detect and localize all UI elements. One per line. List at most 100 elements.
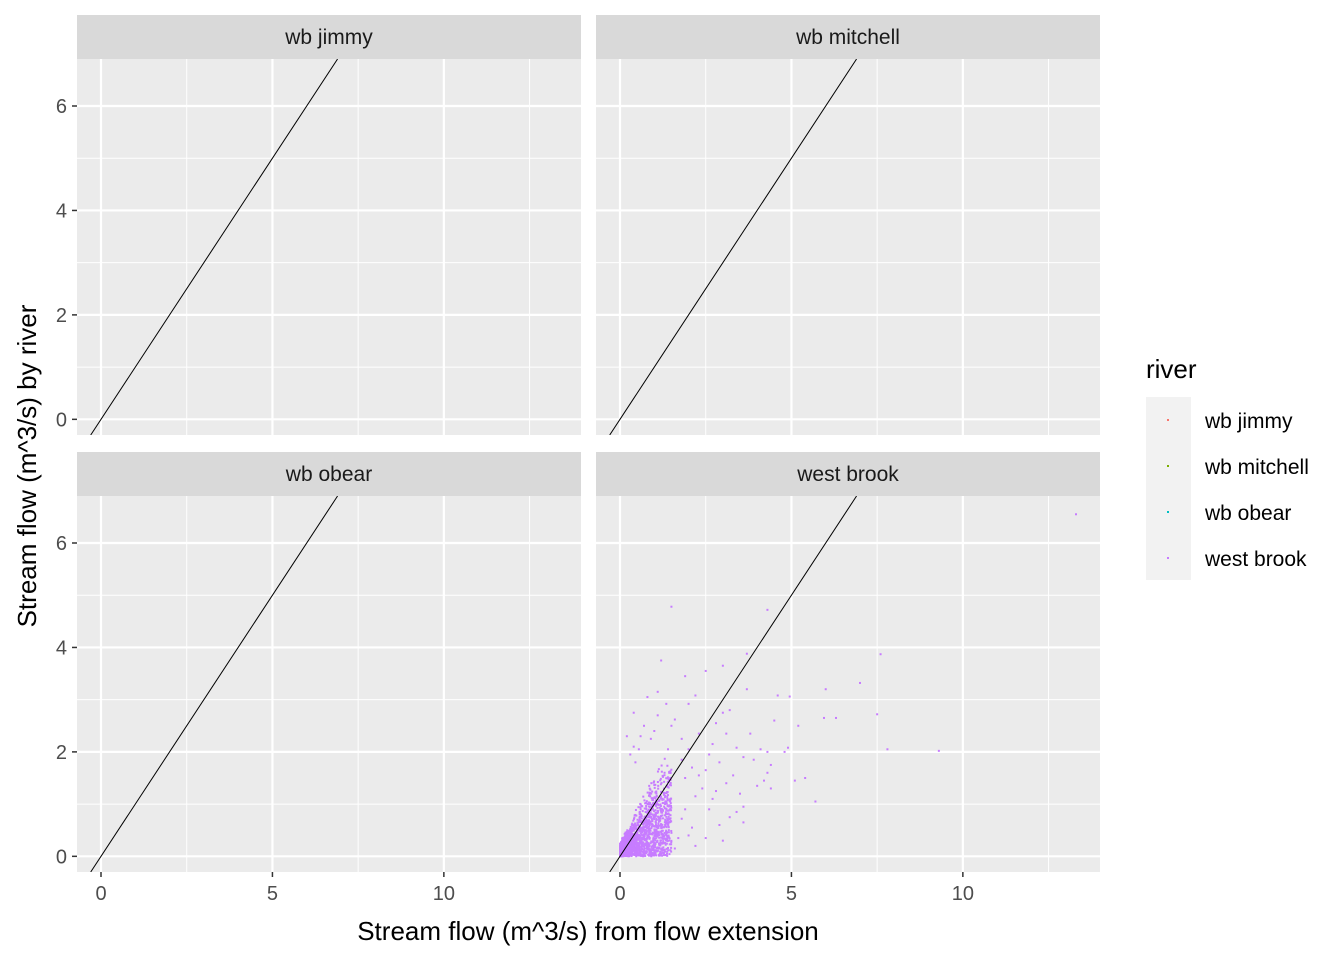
data-point: [659, 841, 662, 844]
data-point: [651, 813, 654, 816]
data-point: [797, 724, 800, 727]
facet-panel-wb-jimmy: wb jimmy 0 2 4 6: [56, 15, 581, 435]
data-point: [635, 835, 638, 838]
data-point: [646, 834, 649, 837]
data-point: [665, 802, 668, 805]
data-point: [640, 804, 643, 807]
data-point: [659, 777, 662, 780]
data-point: [637, 848, 640, 851]
data-point: [644, 821, 647, 824]
data-point: [658, 820, 661, 823]
data-point: [670, 829, 673, 832]
x-tick-label: 5: [786, 883, 797, 905]
data-point: [653, 838, 656, 841]
data-point: [646, 823, 649, 826]
data-point: [660, 790, 663, 793]
data-point: [823, 716, 825, 719]
data-point: [644, 854, 647, 857]
data-point: [694, 844, 697, 847]
data-point: [648, 803, 651, 806]
data-point: [627, 847, 630, 850]
data-point: [669, 797, 672, 800]
data-point: [643, 853, 646, 856]
data-point: [645, 832, 648, 835]
data-point: [642, 855, 645, 858]
data-point: [670, 809, 673, 812]
data-point: [657, 787, 660, 790]
data-point: [634, 813, 637, 816]
data-point: [654, 825, 657, 828]
data-point: [659, 851, 662, 854]
data-point: [640, 830, 643, 833]
data-point: [665, 847, 668, 850]
data-point: [661, 811, 664, 814]
data-point: [660, 825, 663, 828]
data-point: [660, 833, 663, 836]
data-point: [648, 823, 651, 826]
data-point: [653, 730, 656, 732]
data-point: [687, 834, 690, 837]
data-point: [648, 793, 651, 796]
legend-key-west-brook: [1167, 557, 1169, 559]
data-point: [622, 842, 625, 845]
data-point: [654, 853, 657, 856]
data-point: [787, 746, 789, 749]
data-point: [640, 841, 643, 844]
data-point: [668, 813, 671, 816]
data-point: [631, 844, 634, 847]
data-point: [694, 694, 697, 697]
data-point: [783, 750, 786, 753]
data-point: [662, 848, 665, 851]
data-point: [664, 843, 667, 846]
data-point: [625, 836, 628, 839]
data-point: [646, 815, 649, 818]
data-point: [636, 821, 639, 824]
data-point: [661, 817, 664, 820]
data-point: [670, 841, 673, 844]
data-point: [621, 849, 624, 852]
data-point: [666, 817, 669, 820]
data-point: [718, 824, 721, 826]
data-point: [633, 853, 636, 856]
data-point: [640, 826, 643, 829]
data-point: [638, 821, 641, 824]
data-point: [639, 802, 642, 805]
legend-label: wb mitchell: [1204, 456, 1309, 479]
data-point: [669, 777, 672, 780]
data-point: [638, 854, 641, 857]
data-point: [641, 828, 644, 831]
data-point: [650, 803, 653, 806]
facet-strip: [596, 452, 1100, 496]
reference-line: [90, 59, 338, 435]
data-point: [652, 825, 655, 828]
data-point: [635, 828, 638, 831]
data-point: [632, 833, 635, 836]
data-point: [650, 825, 653, 828]
panel-background: [596, 496, 1100, 872]
data-point: [623, 835, 626, 838]
data-point: [662, 802, 665, 805]
data-point: [656, 825, 659, 828]
data-point: [643, 807, 646, 810]
data-point: [648, 828, 651, 831]
data-point: [633, 852, 636, 855]
data-point: [670, 839, 673, 842]
data-point: [666, 819, 669, 822]
data-point: [655, 817, 658, 820]
data-point: [658, 824, 661, 827]
facet-panel-wb-obear: wb obear 0 2 4 6 0 5 10: [56, 452, 581, 905]
data-point: [640, 848, 643, 851]
data-point: [639, 837, 642, 840]
data-point: [640, 814, 643, 817]
facet-strip-label: west brook: [796, 463, 899, 486]
data-point: [652, 839, 655, 842]
data-point: [664, 822, 667, 825]
data-point: [646, 848, 649, 851]
data-point: [657, 823, 660, 826]
data-point: [668, 778, 671, 781]
data-point: [625, 852, 628, 855]
data-point: [648, 832, 651, 835]
data-point: [644, 828, 647, 831]
data-point: [647, 844, 650, 847]
data-point: [670, 831, 673, 834]
